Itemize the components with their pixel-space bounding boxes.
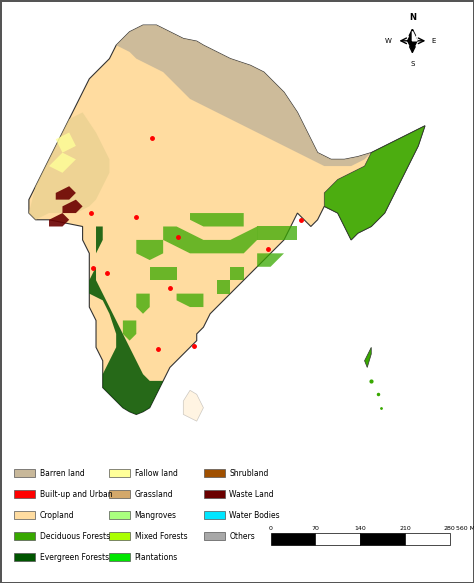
Polygon shape	[324, 126, 425, 240]
Polygon shape	[56, 132, 76, 153]
Bar	[14, 532, 35, 540]
Bar	[14, 490, 35, 498]
Bar	[204, 532, 225, 540]
Text: Mangroves: Mangroves	[135, 511, 177, 519]
Polygon shape	[163, 226, 257, 254]
Bar	[14, 511, 35, 519]
Polygon shape	[177, 294, 203, 307]
Text: Evergreen Forests: Evergreen Forests	[40, 553, 109, 561]
Text: Mixed Forests: Mixed Forests	[135, 532, 187, 540]
Polygon shape	[56, 186, 76, 199]
Text: 560 Miles: 560 Miles	[456, 525, 474, 531]
Polygon shape	[190, 213, 244, 226]
Polygon shape	[29, 113, 109, 220]
Bar	[316, 533, 360, 545]
Text: Water Bodies: Water Bodies	[229, 511, 280, 519]
Bar	[204, 490, 225, 498]
Polygon shape	[49, 153, 76, 173]
Bar	[109, 511, 130, 519]
Polygon shape	[49, 213, 69, 226]
Polygon shape	[365, 347, 371, 367]
Text: Built-up and Urban: Built-up and Urban	[40, 490, 112, 498]
Text: W: W	[385, 38, 392, 44]
Text: Waste Land: Waste Land	[229, 490, 274, 498]
Polygon shape	[89, 226, 163, 415]
Text: Fallow land: Fallow land	[135, 469, 177, 477]
Bar	[204, 469, 225, 477]
Polygon shape	[257, 254, 284, 267]
Text: Cropland: Cropland	[40, 511, 74, 519]
Polygon shape	[116, 25, 371, 166]
Text: 280: 280	[444, 525, 456, 531]
Polygon shape	[257, 226, 297, 240]
Text: E: E	[431, 38, 436, 44]
Text: S: S	[410, 61, 415, 68]
Text: 210: 210	[399, 525, 411, 531]
Polygon shape	[217, 280, 230, 294]
Bar	[109, 469, 130, 477]
Bar	[204, 511, 225, 519]
Polygon shape	[137, 294, 150, 314]
Bar	[271, 533, 316, 545]
Text: Barren land: Barren land	[40, 469, 84, 477]
Bar	[360, 533, 405, 545]
Polygon shape	[123, 321, 137, 340]
Polygon shape	[183, 390, 203, 421]
Text: Shrubland: Shrubland	[229, 469, 269, 477]
Text: Others: Others	[229, 532, 255, 540]
Text: 0: 0	[269, 525, 273, 531]
Bar	[14, 469, 35, 477]
Bar	[405, 533, 450, 545]
Text: Deciduous Forests: Deciduous Forests	[40, 532, 110, 540]
Bar	[109, 532, 130, 540]
Text: 140: 140	[355, 525, 366, 531]
Polygon shape	[137, 240, 163, 260]
Text: Grassland: Grassland	[135, 490, 173, 498]
Polygon shape	[29, 25, 425, 415]
Text: N: N	[409, 13, 416, 22]
Polygon shape	[150, 267, 177, 280]
Bar	[109, 553, 130, 561]
Text: 70: 70	[311, 525, 319, 531]
Polygon shape	[230, 267, 244, 280]
Polygon shape	[412, 31, 417, 41]
Bar	[14, 553, 35, 561]
Polygon shape	[408, 31, 417, 50]
Text: Plantations: Plantations	[135, 553, 178, 561]
Bar	[109, 490, 130, 498]
Polygon shape	[63, 199, 82, 213]
